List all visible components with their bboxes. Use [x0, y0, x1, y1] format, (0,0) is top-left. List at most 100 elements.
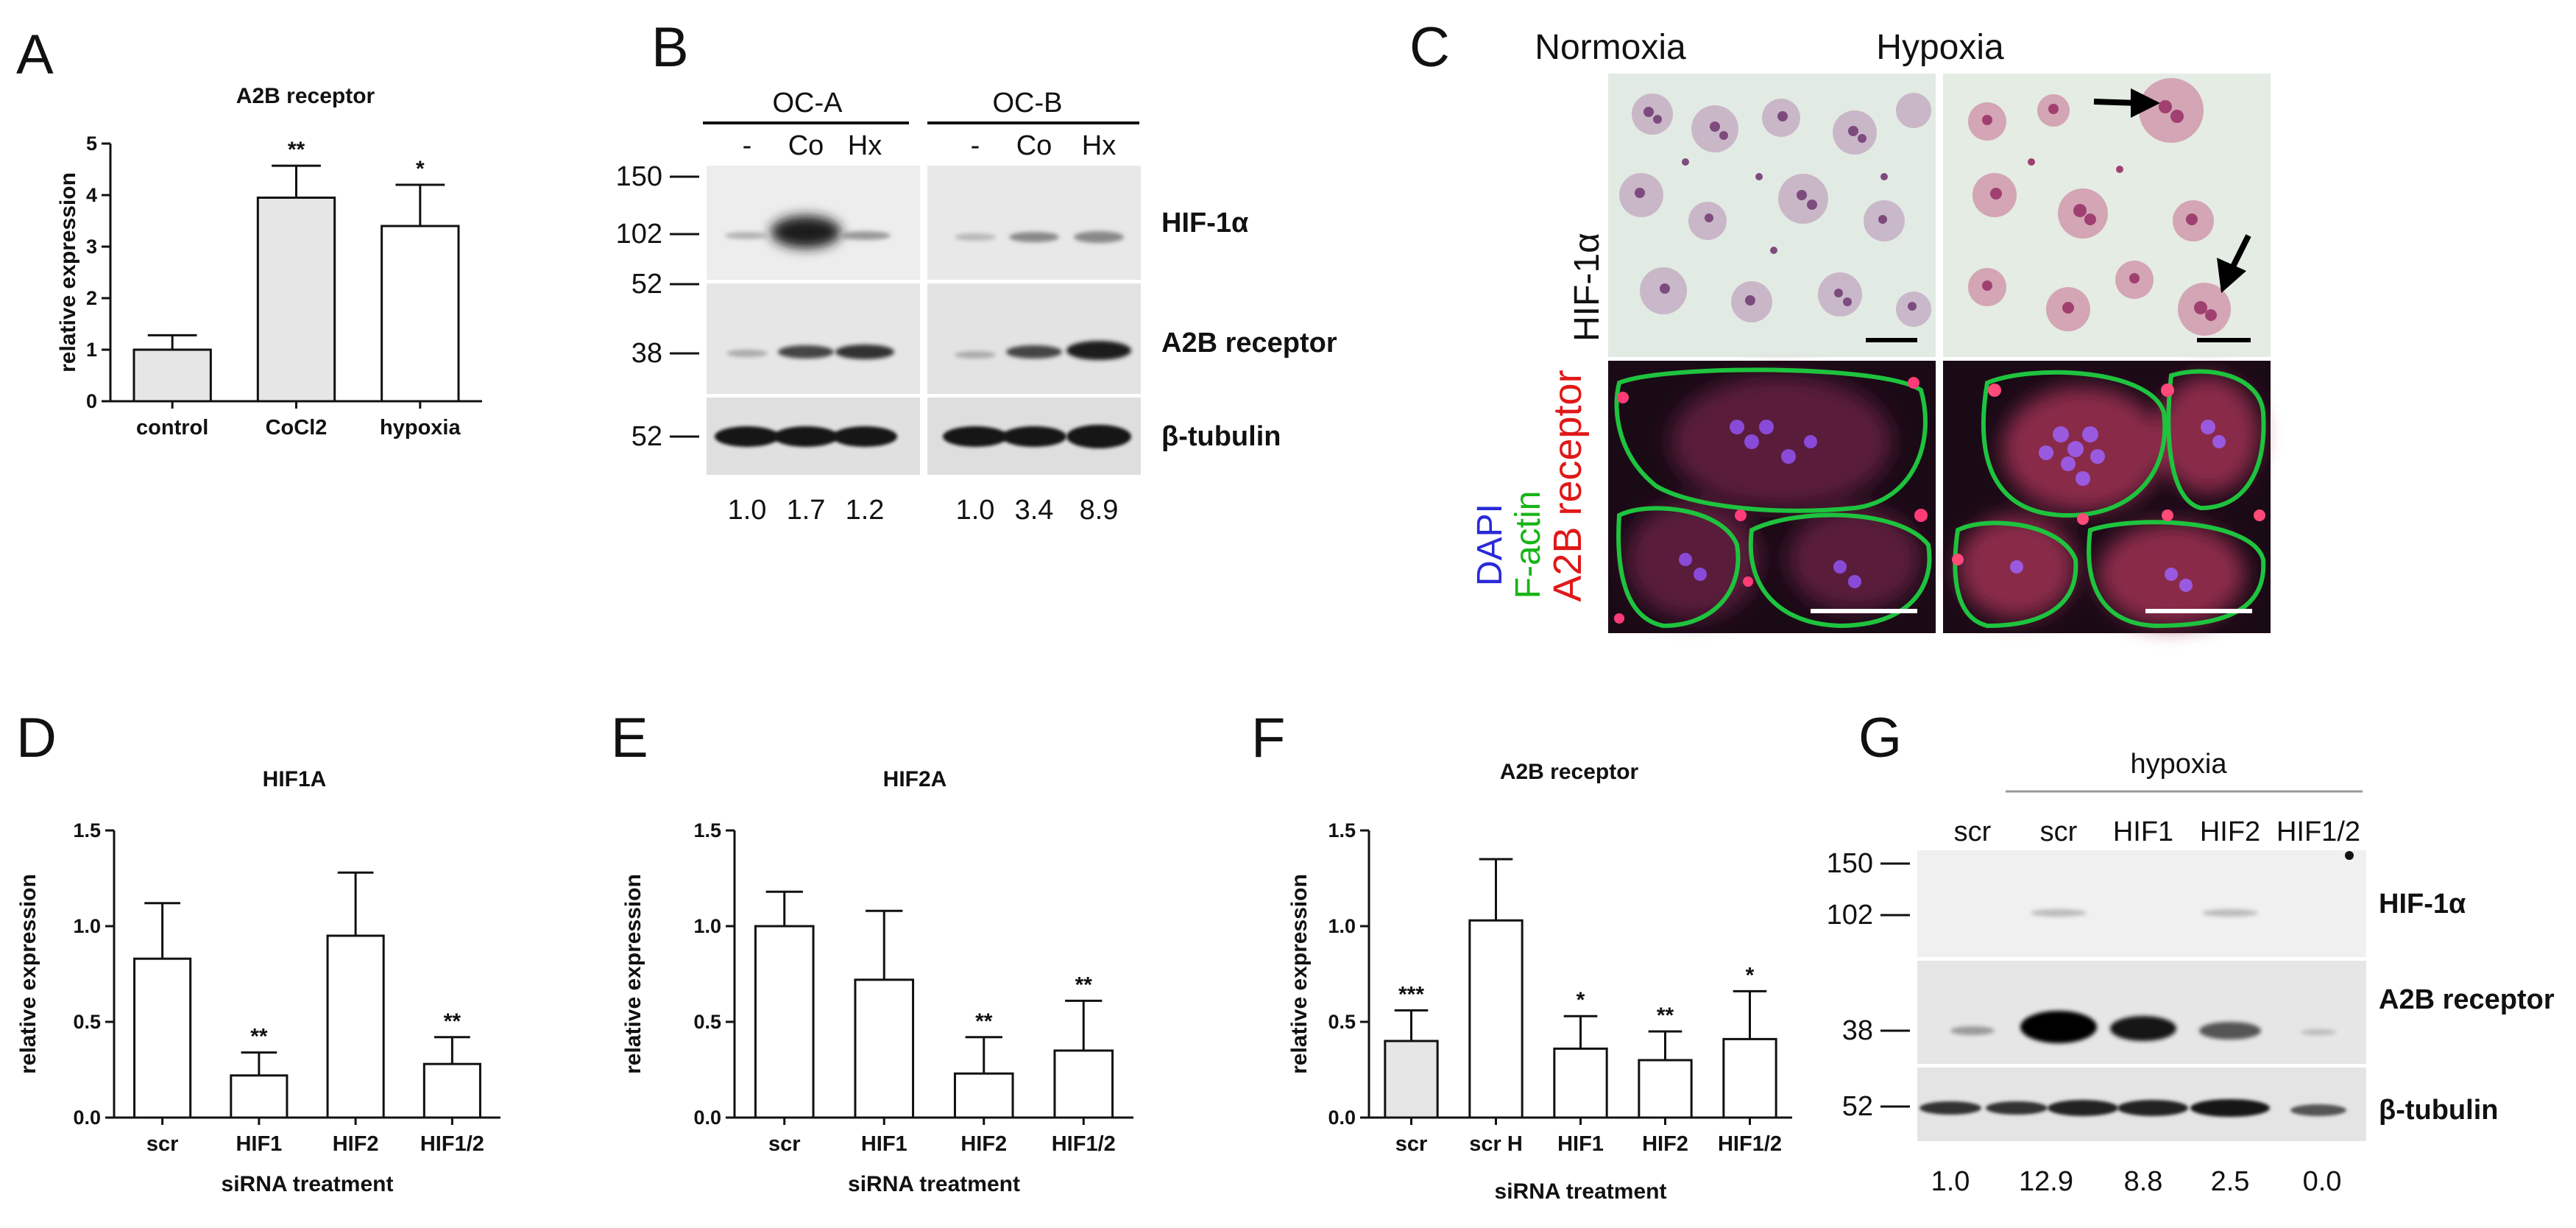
group-label-oc-b: OC-B [993, 88, 1063, 119]
quant-value: 1.0 [956, 495, 995, 526]
quant-value: 2.5 [2211, 1166, 2250, 1197]
row-label-fluorescence: DAPI F-actin A2B receptor [1471, 370, 1590, 601]
bar [754, 925, 815, 1119]
quant-value: 8.9 [1080, 495, 1119, 526]
chart-f: A2B receptor 0.0 0.5 1.0 1.5 relative express… [1287, 760, 1792, 1204]
quant-value: 8.8 [2124, 1166, 2163, 1197]
band [1009, 232, 1059, 242]
lane-label: HIF1/2 [2276, 816, 2360, 847]
label-factin: F-actin [1509, 491, 1548, 599]
western-blot-g: hypoxia scr scr HIF1 HIF2 HIF1/2 150 102… [1827, 749, 2555, 1197]
protein-label: HIF-1α [1161, 208, 1248, 239]
y-tick-label: 0 [86, 390, 97, 412]
protein-label: β-tubulin [1161, 421, 1281, 452]
quant-value: 1.0 [1931, 1166, 1970, 1197]
chart-d: HIF1A 0.0 0.5 1.0 1.5 relative expression siRN… [16, 767, 500, 1196]
quant-value: 1.7 [787, 495, 826, 526]
significance-label: ** [1075, 973, 1093, 997]
bar [1053, 1049, 1114, 1119]
y-tick-label: 1.0 [73, 915, 101, 937]
group-label-oc-a: OC-A [773, 88, 843, 119]
lane-label: Co [1016, 130, 1052, 161]
chart-title: HIF1A [263, 767, 327, 791]
band [2110, 1016, 2176, 1041]
band [835, 345, 894, 359]
category-label: HIF1/2 [420, 1132, 484, 1156]
panel-label-g: G [1858, 707, 1902, 769]
category-label: HIF2 [333, 1132, 379, 1156]
band [839, 231, 891, 240]
mw-marker: 52 [631, 421, 662, 452]
column-label-normoxia: Normoxia [1535, 28, 1686, 67]
bar [422, 1062, 481, 1119]
x-axis-label: siRNA treatment [1495, 1179, 1667, 1204]
protein-label: A2B receptor [2379, 984, 2555, 1015]
category-label: HIF1/2 [1052, 1132, 1116, 1156]
mw-marker: 38 [1842, 1015, 1873, 1046]
protein-label: β-tubulin [2379, 1095, 2498, 1126]
panel-label-e: E [611, 707, 648, 769]
y-tick-label: 0.0 [1328, 1107, 1356, 1129]
mw-marker: 102 [616, 219, 662, 250]
label-a2b: A2B receptor [1546, 370, 1590, 601]
image-hif1a-normoxia [1608, 74, 1936, 357]
arrow-icon [2217, 258, 2246, 293]
band [2202, 909, 2258, 917]
bar [256, 197, 336, 403]
chart-e: HIF2A 0.0 0.5 1.0 1.5 relative expression siRN… [621, 767, 1133, 1196]
lane-label: scr [1954, 816, 1992, 847]
band [2301, 1029, 2336, 1035]
category-label: scr [146, 1132, 179, 1156]
band [715, 426, 779, 447]
blot-strip [1917, 961, 2366, 1064]
band [2199, 1022, 2261, 1040]
bar [381, 225, 460, 403]
band [943, 426, 1008, 447]
chart-title: A2B receptor [236, 84, 375, 108]
blot-strip [927, 166, 1141, 280]
y-tick-label: 1 [86, 339, 97, 361]
panel-label-a: A [16, 24, 54, 86]
mw-marker: 150 [1827, 848, 1873, 879]
quant-value: 3.4 [1015, 495, 1054, 526]
band [2048, 1100, 2118, 1116]
y-tick-label: 0.0 [73, 1107, 101, 1129]
image-fluorescence-hypoxia [1943, 361, 2271, 633]
condition-label-hypoxia: hypoxia [2131, 749, 2228, 780]
artifact-dot [2345, 851, 2354, 860]
mw-marker: 52 [1842, 1091, 1873, 1122]
y-tick-label: 1.0 [1328, 915, 1356, 937]
chart-a: A2B receptor 0 1 2 3 4 5 relative expression con… [56, 84, 482, 440]
category-label: HIF2 [960, 1132, 1007, 1156]
bar [1468, 919, 1524, 1119]
significance-label: * [1577, 988, 1585, 1012]
lane-label: Co [788, 130, 824, 161]
band [726, 350, 768, 357]
bar [326, 934, 385, 1119]
label-dapi: DAPI [1471, 504, 1510, 586]
significance-label: ** [975, 1009, 993, 1034]
significance-label: *** [1398, 982, 1424, 1006]
panel-label-f: F [1251, 707, 1285, 769]
bar [1553, 1047, 1608, 1119]
bar [1638, 1059, 1693, 1119]
quant-value: 12.9 [2019, 1166, 2073, 1197]
y-axis-label: relative expression [621, 874, 645, 1074]
band [2290, 1104, 2346, 1116]
lane-label: Hx [848, 130, 882, 161]
blot-strip [1917, 850, 2366, 957]
bar [854, 978, 915, 1119]
category-label: CoCl2 [266, 416, 328, 440]
significance-label: ** [250, 1025, 268, 1049]
category-label: hypoxia [380, 416, 461, 440]
bar [953, 1072, 1014, 1119]
band [1986, 1101, 2048, 1115]
band [774, 426, 838, 447]
band [2031, 909, 2087, 917]
y-tick-label: 0.5 [693, 1011, 721, 1033]
y-axis-label: relative expression [16, 874, 40, 1074]
lane-label: Hx [1082, 130, 1116, 161]
chart-title: HIF2A [883, 767, 947, 791]
category-label: control [136, 416, 208, 440]
image-fluorescence-normoxia [1608, 361, 1936, 633]
